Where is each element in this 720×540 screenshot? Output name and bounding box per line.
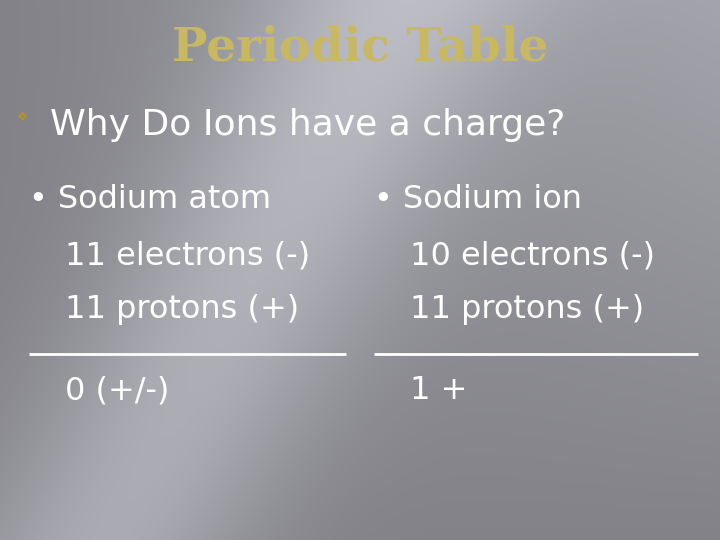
Text: 0 (+/-): 0 (+/-)	[65, 375, 169, 406]
Text: Periodic Table: Periodic Table	[172, 24, 548, 70]
Text: 11 protons (+): 11 protons (+)	[410, 294, 644, 325]
Text: 11 electrons (-): 11 electrons (-)	[65, 240, 310, 271]
Text: 10 electrons (-): 10 electrons (-)	[410, 240, 655, 271]
Text: • Sodium ion: • Sodium ion	[374, 184, 582, 214]
Text: ❖: ❖	[17, 111, 29, 124]
Text: 11 protons (+): 11 protons (+)	[65, 294, 299, 325]
Text: Why Do Ions have a charge?: Why Do Ions have a charge?	[50, 108, 566, 142]
Text: • Sodium atom: • Sodium atom	[29, 184, 271, 214]
Text: 1 +: 1 +	[410, 375, 468, 406]
